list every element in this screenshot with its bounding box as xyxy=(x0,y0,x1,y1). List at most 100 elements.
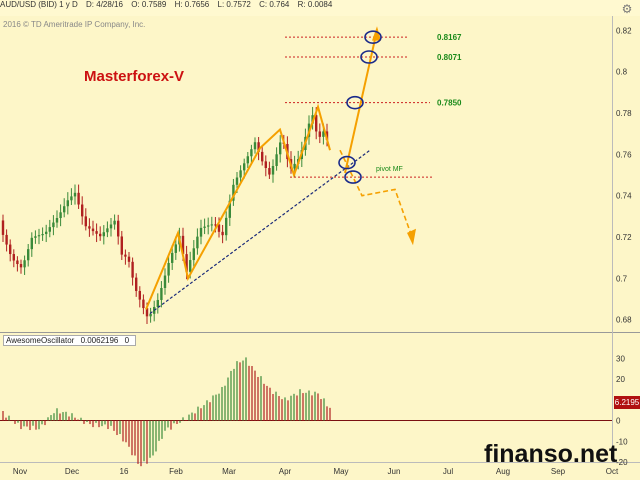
price-tick-label: 0.74 xyxy=(616,192,632,201)
target-level-label: 0.8167 xyxy=(437,33,462,42)
candle-body xyxy=(135,277,138,291)
candle-body xyxy=(9,244,12,255)
candle-body xyxy=(77,192,80,205)
candle-body xyxy=(235,177,239,185)
candle-body xyxy=(239,170,242,178)
x-tick-label: Feb xyxy=(169,467,183,476)
candle-body xyxy=(160,287,163,300)
price-tick-label: 0.68 xyxy=(616,316,632,325)
oscillator-tick-label: -10 xyxy=(616,437,628,446)
candle-body xyxy=(250,149,253,157)
x-tick-label: Apr xyxy=(279,467,292,476)
gear-icon[interactable]: ⚙ xyxy=(621,2,633,16)
marker-circle xyxy=(360,50,378,64)
candle-body xyxy=(264,161,267,169)
candle-body xyxy=(124,254,127,257)
candle-body xyxy=(279,142,282,155)
candle-body xyxy=(63,206,66,213)
candle-body xyxy=(189,260,192,272)
candle-body xyxy=(52,222,55,228)
candle-body xyxy=(210,224,213,226)
oscillator-value: 0.0062196 xyxy=(80,336,119,345)
candle-body xyxy=(181,235,185,255)
marker-circle xyxy=(338,155,356,170)
candle-body xyxy=(293,163,296,169)
marker-circle xyxy=(346,95,364,110)
candle-body xyxy=(203,226,206,228)
projection-up-arrowhead xyxy=(372,26,381,41)
pivot-level-label: pivot MF xyxy=(376,166,403,173)
candle-body xyxy=(221,231,224,236)
oscillator-tick-label: -20 xyxy=(616,458,628,467)
candle-body xyxy=(19,264,23,268)
candle-body xyxy=(55,218,59,223)
symbol-label[interactable]: AUD/USD (BID) 1 y D xyxy=(0,0,78,9)
x-tick-label: Aug xyxy=(496,467,510,476)
candle-body xyxy=(88,226,91,229)
oscillator-tick-label: 0 xyxy=(616,417,621,426)
candle-body xyxy=(268,168,271,175)
candle-body xyxy=(117,220,120,237)
candle-body xyxy=(145,308,149,317)
candle-body xyxy=(73,192,77,197)
candle-body xyxy=(27,249,30,261)
oscillator-name: AwesomeOscillator xyxy=(6,336,75,345)
candle-body xyxy=(149,313,152,317)
candle-body xyxy=(41,234,44,236)
candle-body xyxy=(131,261,134,278)
zigzag-line xyxy=(145,103,331,310)
oscillator-label[interactable]: AwesomeOscillator 0.0062196 0 xyxy=(3,335,137,346)
candle-body xyxy=(253,142,257,150)
candle-body xyxy=(228,200,231,218)
candle-body xyxy=(12,254,15,261)
candle-body xyxy=(30,237,33,250)
candle-body xyxy=(315,115,318,132)
candle-body xyxy=(84,216,87,227)
candle-body xyxy=(45,231,48,235)
target-level-label: 0.8071 xyxy=(437,53,462,62)
price-tick-label: 0.8 xyxy=(616,68,628,77)
candle-body xyxy=(1,220,5,235)
candle-body xyxy=(192,248,195,261)
candle-body xyxy=(322,131,325,137)
marker-circle xyxy=(364,30,382,44)
candle-body xyxy=(91,228,95,232)
x-tick-label: 16 xyxy=(120,467,129,476)
candle-body xyxy=(59,212,62,219)
candle-body xyxy=(5,234,8,245)
projection-down-line xyxy=(339,149,413,238)
candle-body xyxy=(167,262,170,276)
oscillator-extra: 0 xyxy=(124,336,130,345)
price-tick-label: 0.82 xyxy=(616,26,632,35)
candle-body xyxy=(99,233,102,237)
price-panel xyxy=(0,16,612,332)
candle-body xyxy=(48,227,51,232)
x-tick-label: May xyxy=(333,467,348,476)
candle-body xyxy=(318,131,321,137)
candle-body xyxy=(66,200,69,207)
price-tick-label: 0.78 xyxy=(616,109,632,118)
oscillator-tick-label: 30 xyxy=(616,354,625,363)
candle-body xyxy=(163,275,167,288)
candle-body xyxy=(142,299,145,309)
candle-body xyxy=(199,227,203,237)
projection-up-line xyxy=(344,30,378,174)
candle-body xyxy=(196,236,199,249)
candle-body xyxy=(246,156,249,164)
candle-body xyxy=(23,260,26,268)
trend-line xyxy=(149,149,371,314)
brand-title: Masterforex-V xyxy=(84,68,185,85)
candle-body xyxy=(185,254,188,272)
candle-body xyxy=(271,165,275,175)
candle-body xyxy=(156,299,159,307)
low-label: L: 0.7572 xyxy=(217,0,251,9)
x-tick-label: Sep xyxy=(551,467,566,476)
copyright-text: 2016 © TD Ameritrade IP Company, Inc. xyxy=(3,20,146,29)
candle-body xyxy=(16,260,19,265)
candle-body xyxy=(207,225,210,227)
candle-body xyxy=(214,224,217,226)
candle-body xyxy=(106,228,109,233)
x-tick-label: Jun xyxy=(388,467,401,476)
x-tick-label: Mar xyxy=(222,467,236,476)
